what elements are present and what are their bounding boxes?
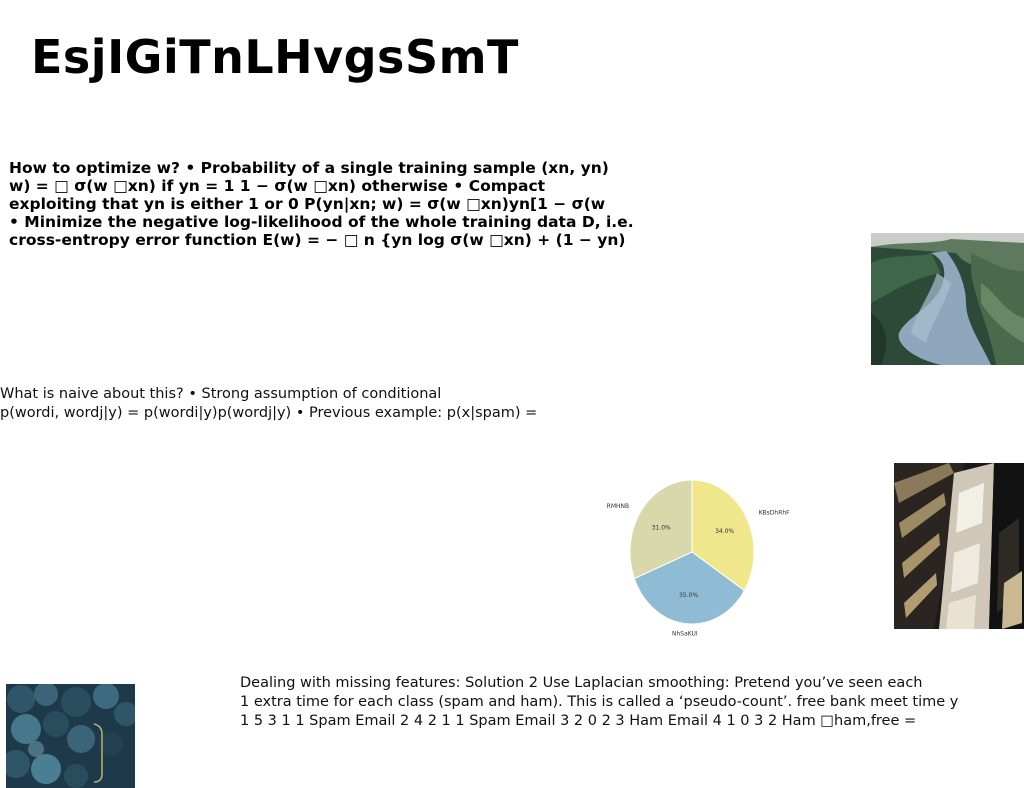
text-line: 1 extra time for each class (spam and ha… xyxy=(240,694,959,710)
text-line: w) = □ σ(w □xn) if yn = 1 1 − σ(w □xn) o… xyxy=(9,177,546,195)
pie-category-label: NhSaKUI xyxy=(672,631,698,638)
pie-slice-1 xyxy=(633,551,745,625)
forest-aerial-photo xyxy=(6,684,135,788)
text-line: exploiting that yn is either 1 or 0 P(yn… xyxy=(9,195,606,213)
body-text-smoothing: Dealing with missing features: Solution … xyxy=(240,674,959,731)
text-line: Dealing with missing features: Solution … xyxy=(240,675,923,691)
text-line: • Minimize the negative log-likelihood o… xyxy=(9,213,634,231)
slide-title: EsjIGiTnLHvgsSmT xyxy=(31,30,519,84)
text-line: What is naive about this? • Strong assum… xyxy=(0,386,442,402)
path-through-grass-photo xyxy=(871,233,1024,365)
building-facade-photo xyxy=(894,463,1024,629)
text-line: p(wordi, wordj|y) = p(wordi|y)p(wordj|y)… xyxy=(0,405,538,421)
pie-value-label: 35.0% xyxy=(679,592,698,599)
pie-slice-2 xyxy=(629,479,693,580)
pie-value-label: 31.0% xyxy=(652,525,671,532)
text-line: 1 5 3 1 1 Spam Email 2 4 2 1 1 Spam Emai… xyxy=(240,713,917,729)
body-text-optimization: How to optimize w? • Probability of a si… xyxy=(9,159,689,249)
text-line: How to optimize w? • Probability of a si… xyxy=(9,159,609,177)
pie-category-label: RMHNB xyxy=(607,503,629,510)
pie-value-label: 34.0% xyxy=(715,528,734,535)
pie-chart: 34.0% KBsDhRhF 35.0% NhSaKUI 31.0% RMHNB xyxy=(607,479,791,638)
text-line: cross-entropy error function E(w) = − □ … xyxy=(9,231,626,249)
pie-category-label: KBsDhRhF xyxy=(759,509,791,516)
body-text-naive: What is naive about this? • Strong assum… xyxy=(0,385,560,423)
